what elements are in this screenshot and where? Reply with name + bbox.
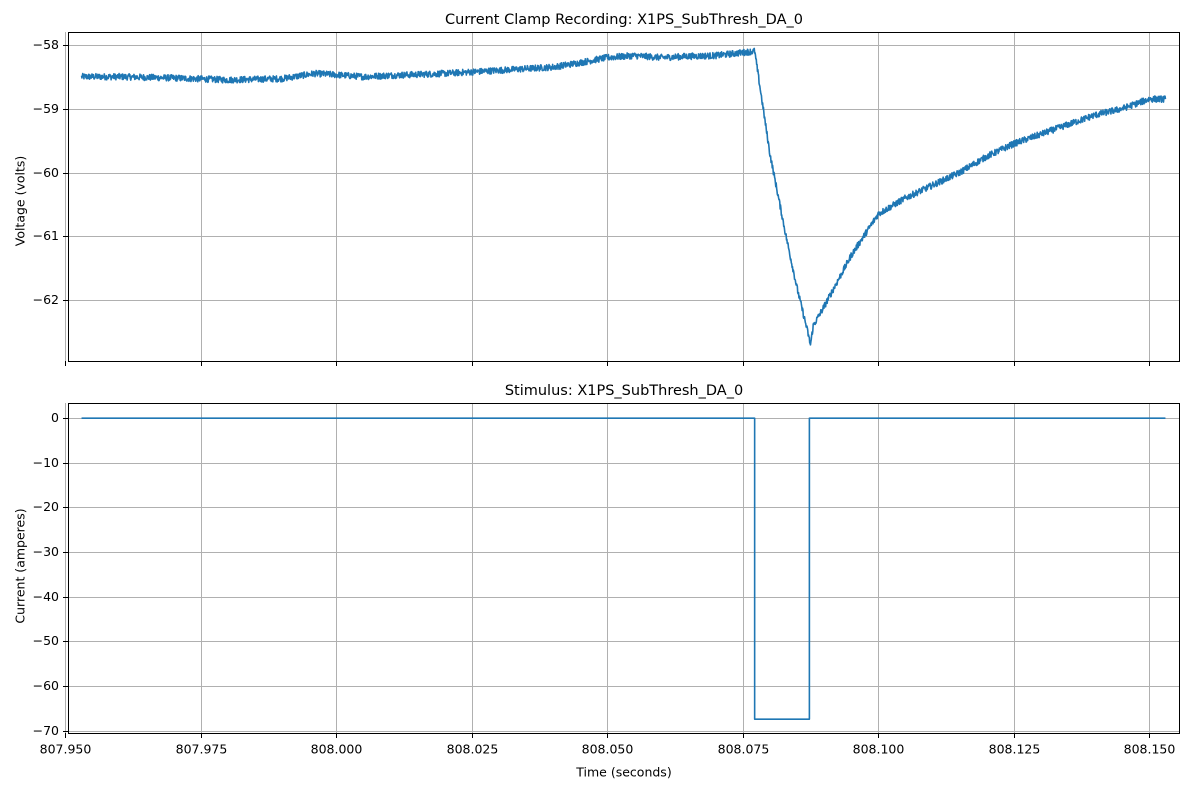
x-tick-label: 807.975 <box>176 742 228 757</box>
y-tick-label: −20 <box>33 499 59 514</box>
x-tick-label: 808.000 <box>311 742 363 757</box>
y-tick-label: 0 <box>51 410 59 425</box>
y-tick-label: −10 <box>33 455 59 470</box>
x-tick-label: 808.025 <box>447 742 499 757</box>
y-tick-label: −60 <box>33 165 59 180</box>
stimulus-chart-title: Stimulus: X1PS_SubThresh_DA_0 <box>505 383 743 399</box>
y-tick-label: −61 <box>33 228 59 243</box>
y-tick-label: −62 <box>33 292 59 307</box>
voltage-trace-line <box>80 47 1167 346</box>
x-tick-label: 808.150 <box>1124 742 1176 757</box>
x-tick-label: 808.050 <box>582 742 634 757</box>
voltage-chart-title: Current Clamp Recording: X1PS_SubThresh_… <box>445 12 803 28</box>
stimulus-panel: Stimulus: X1PS_SubThresh_DA_0 Current (a… <box>13 383 1180 780</box>
y-tick-label: −50 <box>33 633 59 648</box>
voltage-panel: Current Clamp Recording: X1PS_SubThresh_… <box>13 12 1180 366</box>
stimulus-y-axis-label: Current (amperes) <box>13 508 28 623</box>
voltage-plot-frame <box>68 32 1180 362</box>
stimulus-plot-frame <box>68 403 1180 734</box>
x-tick-label: 808.100 <box>853 742 905 757</box>
x-tick-label: 808.075 <box>718 742 770 757</box>
x-tick-label: 808.125 <box>989 742 1041 757</box>
voltage-y-axis-label: Voltage (volts) <box>13 156 28 247</box>
y-tick-label: −58 <box>33 37 59 52</box>
y-tick-label: −59 <box>33 101 59 116</box>
x-tick-label: 807.950 <box>40 742 92 757</box>
time-x-axis-label: Time (seconds) <box>575 765 671 780</box>
y-tick-label: −70 <box>33 723 59 738</box>
y-tick-label: −30 <box>33 544 59 559</box>
y-tick-label: −60 <box>33 678 59 693</box>
y-tick-label: −40 <box>33 589 59 604</box>
stimulus-trace-line <box>81 417 1166 720</box>
